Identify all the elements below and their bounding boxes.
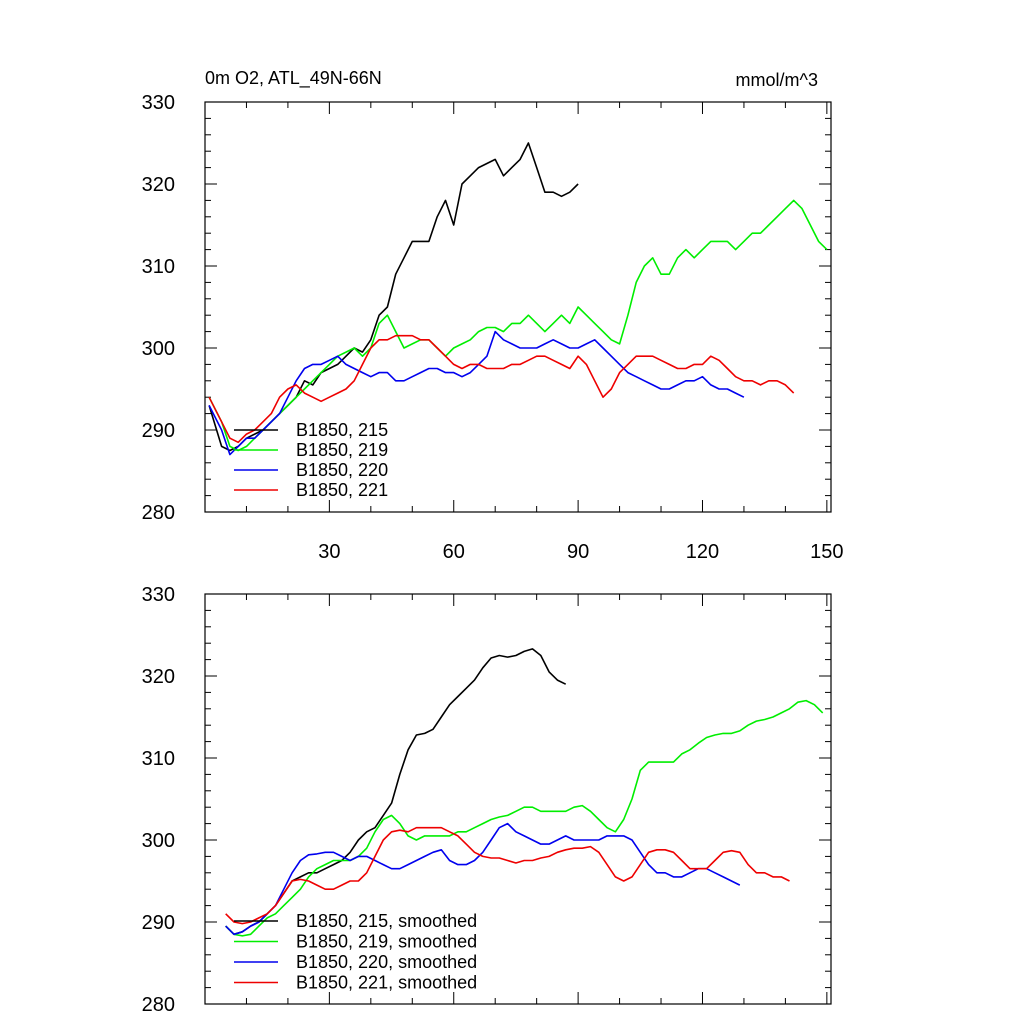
y-tick-label: 330 xyxy=(142,584,175,606)
y-tick-label: 300 xyxy=(142,338,175,360)
legend-label: B1850, 221, smoothed xyxy=(296,973,477,993)
x-tick-label: 30 xyxy=(318,541,340,563)
y-tick-label: 290 xyxy=(142,912,175,934)
legend-label: B1850, 219, smoothed xyxy=(296,932,477,952)
x-tick-label: 120 xyxy=(686,541,719,563)
x-tick-label: 60 xyxy=(443,541,465,563)
units-label: mmol/m^3 xyxy=(736,70,818,90)
chart-title: 0m O2, ATL_49N-66N xyxy=(205,68,382,89)
legend-label: B1850, 221 xyxy=(296,480,388,500)
y-tick-label: 280 xyxy=(142,994,175,1016)
x-tick-label: 150 xyxy=(810,541,843,563)
y-tick-label: 330 xyxy=(142,92,175,114)
series-line-2 xyxy=(208,199,828,452)
y-tick-label: 310 xyxy=(142,256,175,278)
x-tick-label: 90 xyxy=(567,541,589,563)
series-line-1 xyxy=(225,648,567,936)
y-tick-label: 290 xyxy=(142,420,175,442)
series-line-3 xyxy=(225,822,741,936)
y-tick-label: 300 xyxy=(142,830,175,852)
y-tick-label: 280 xyxy=(142,502,175,524)
legend-label: B1850, 215, smoothed xyxy=(296,911,477,931)
series-line-3 xyxy=(208,330,745,456)
y-tick-label: 320 xyxy=(142,174,175,196)
series-line-4 xyxy=(225,826,790,925)
legend-label: B1850, 219 xyxy=(296,440,388,460)
series-line-2 xyxy=(225,699,824,937)
plot-frame xyxy=(204,101,832,513)
y-tick-label: 310 xyxy=(142,748,175,770)
y-tick-label: 320 xyxy=(142,666,175,688)
series-line-1 xyxy=(208,142,579,452)
plot-frame xyxy=(204,593,832,1005)
top-chart-panel: 0m O2, ATL_49N-66N mmol/m^3 280 290 300 310… xyxy=(142,68,844,563)
legend-label: B1850, 220, smoothed xyxy=(296,952,477,972)
legend-label: B1850, 215 xyxy=(296,420,388,440)
series-line-4 xyxy=(208,334,795,444)
legend-label: B1850, 220 xyxy=(296,460,388,480)
